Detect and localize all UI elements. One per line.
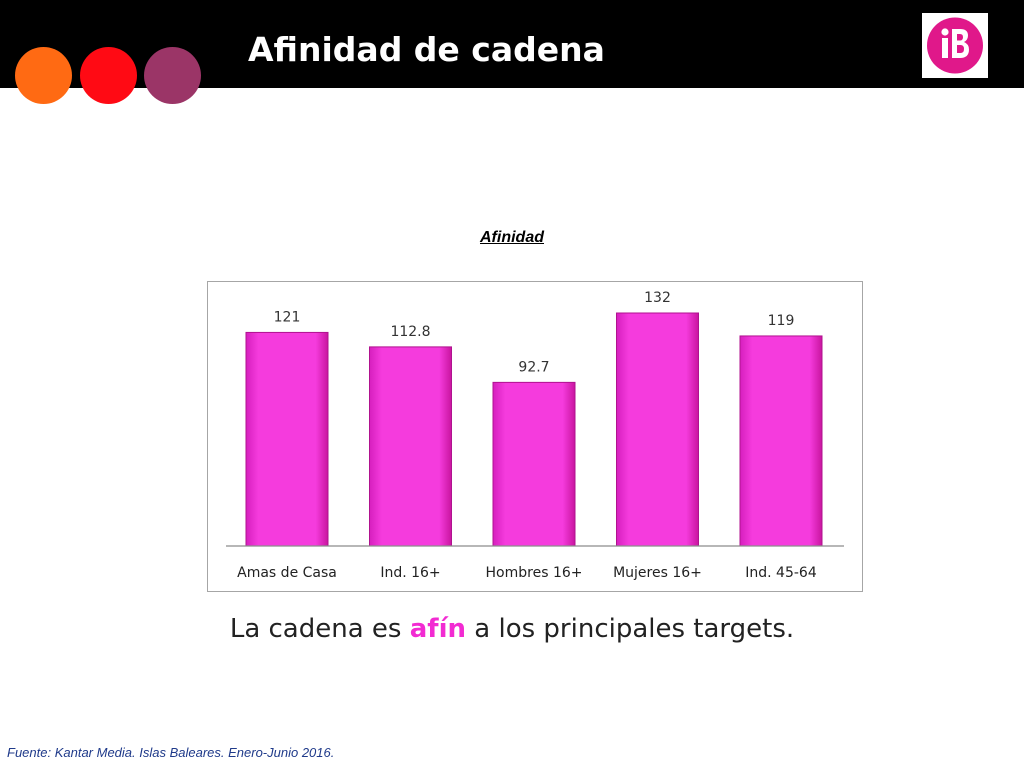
data-label-4: 119 [768, 313, 795, 329]
category-label-0: Amas de Casa [237, 565, 337, 581]
orange-circle [15, 47, 72, 104]
category-label-1: Ind. 16+ [380, 565, 440, 581]
caption: La cadena es afín a los principales targ… [0, 614, 1024, 644]
category-label-4: Ind. 45-64 [745, 565, 817, 581]
bar-2 [492, 381, 576, 547]
purple-circle [144, 47, 201, 104]
caption-before: La cadena es [229, 614, 410, 644]
red-circle [80, 47, 137, 104]
caption-after: a los principales targets. [466, 614, 795, 644]
category-label-3: Mujeres 16+ [613, 565, 702, 581]
data-label-1: 112.8 [390, 324, 430, 340]
bar-4 [739, 335, 823, 547]
bar-0 [245, 331, 329, 547]
caption-highlight: afín [409, 614, 467, 644]
ib3-logo-icon [922, 13, 988, 78]
slide-title: Afinidad de cadena [248, 30, 605, 69]
chart-title: Afinidad [480, 229, 544, 246]
bar-1 [369, 346, 452, 547]
bar-3 [616, 312, 699, 547]
bar-chart: 121 Amas de Casa 112.8 Ind. 16+ 92.7 Hombres … [226, 290, 844, 581]
data-label-3: 132 [644, 290, 671, 306]
chart-frame: 121 Amas de Casa 112.8 Ind. 16+ 92.7 Hombres … [207, 281, 863, 592]
source-note: Fuente: Kantar Media. Islas Baleares. En… [7, 745, 335, 760]
category-label-2: Hombres 16+ [486, 565, 583, 581]
data-label-0: 121 [274, 309, 301, 325]
data-label-2: 92.7 [518, 359, 549, 375]
